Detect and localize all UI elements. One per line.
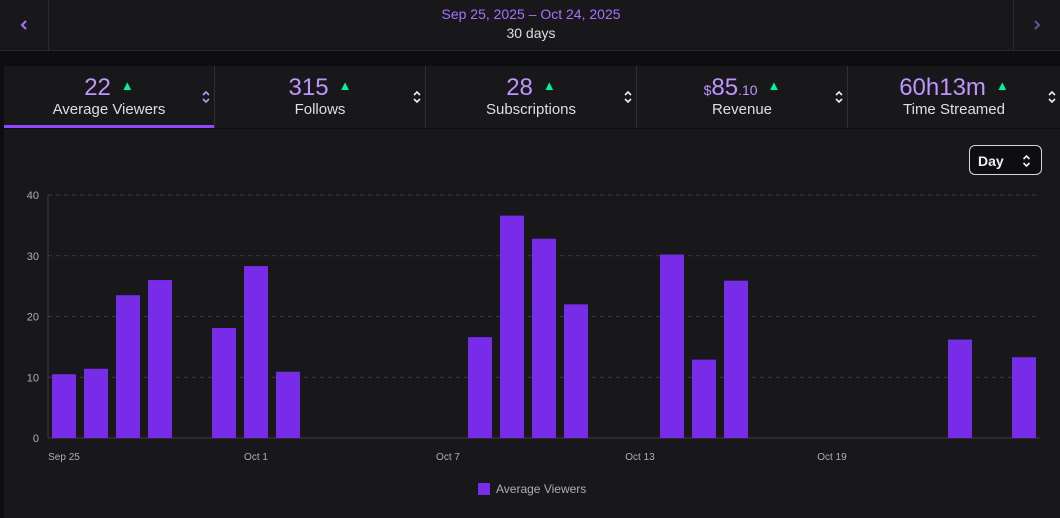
metric-value: 22 ▲: [84, 74, 134, 101]
y-tick-label: 20: [27, 312, 39, 324]
next-range-button[interactable]: [1013, 0, 1060, 50]
legend-label: Average Viewers: [496, 482, 587, 496]
bar: [148, 280, 172, 438]
bar: [500, 215, 524, 438]
bar: [52, 374, 76, 438]
chevron-left-icon: [20, 20, 27, 30]
date-range-days: 30 days: [506, 25, 556, 41]
sort-icon: [624, 90, 632, 104]
date-range-bar: Sep 25, 2025 – Oct 24, 2025 30 days: [0, 0, 1060, 51]
bar: [244, 266, 268, 438]
metric-label: Time Streamed: [903, 101, 1005, 118]
x-tick-label: Sep 25: [48, 452, 80, 463]
trend-up-icon: ▲: [542, 78, 556, 93]
metric-label: Follows: [294, 101, 346, 118]
tab-revenue[interactable]: $85.10 ▲ Revenue: [637, 66, 848, 128]
metric-label: Average Viewers: [52, 101, 166, 118]
sort-icon: [413, 90, 421, 104]
x-tick-label: Oct 13: [625, 452, 655, 463]
sort-icon: [1048, 90, 1056, 104]
bar: [564, 304, 588, 438]
date-range-text: Sep 25, 2025 – Oct 24, 2025: [441, 6, 621, 22]
y-tick-label: 10: [27, 372, 39, 384]
chart-legend: Average Viewers: [478, 482, 586, 496]
sort-icon: [835, 90, 843, 104]
chart-panel: 0 10 20 30 40 Sep 25 Oct 1 Oct 7 Oct 13 Oct 19 Da…: [4, 129, 1060, 518]
bar: [1012, 357, 1036, 438]
bar: [660, 254, 684, 438]
metric-value: 28 ▲: [506, 74, 556, 101]
bar: [84, 368, 108, 438]
bar: [532, 238, 556, 438]
bar: [948, 339, 972, 438]
bar: [212, 328, 236, 438]
x-tick-label: Oct 7: [436, 452, 460, 463]
x-tick-label: Oct 1: [244, 452, 268, 463]
metric-value: 60h13m ▲: [899, 74, 1009, 101]
chevron-right-icon: [1034, 20, 1041, 30]
granularity-select[interactable]: Day: [969, 145, 1042, 175]
metric-label: Revenue: [711, 101, 773, 118]
trend-up-icon: ▲: [995, 78, 1009, 93]
tab-average-viewers[interactable]: 22 ▲ Average Viewers: [4, 66, 215, 128]
y-tick-label: 30: [27, 251, 39, 263]
granularity-value: Day: [978, 153, 1004, 169]
y-tick-label: 40: [27, 190, 39, 202]
tab-time-streamed[interactable]: 60h13m ▲ Time Streamed: [848, 66, 1060, 128]
trend-up-icon: ▲: [767, 78, 781, 93]
tab-follows[interactable]: 315 ▲ Follows: [215, 66, 426, 128]
bar: [692, 359, 716, 438]
bar: [724, 280, 748, 438]
trend-up-icon: ▲: [120, 78, 134, 93]
trend-up-icon: ▲: [338, 78, 352, 93]
metric-value: $85.10 ▲: [703, 74, 781, 101]
legend-swatch: [478, 483, 490, 495]
metric-value: 315 ▲: [288, 74, 352, 101]
select-arrows-icon: [1022, 154, 1031, 168]
sort-icon: [202, 90, 210, 104]
metric-tabs: 22 ▲ Average Viewers 315 ▲ Follows 28 ▲ Sub…: [4, 66, 1060, 128]
bar: [276, 371, 300, 438]
y-tick-label: 0: [33, 433, 39, 445]
previous-range-button[interactable]: [0, 0, 49, 50]
average-viewers-chart: 0 10 20 30 40 Sep 25 Oct 1 Oct 7 Oct 13 Oct 19: [27, 190, 1040, 463]
date-range-display[interactable]: Sep 25, 2025 – Oct 24, 2025 30 days: [48, 5, 1014, 43]
bar: [116, 295, 140, 438]
metric-label: Subscriptions: [485, 101, 577, 118]
bar: [468, 337, 492, 438]
x-tick-label: Oct 19: [817, 452, 847, 463]
tab-subscriptions[interactable]: 28 ▲ Subscriptions: [426, 66, 637, 128]
